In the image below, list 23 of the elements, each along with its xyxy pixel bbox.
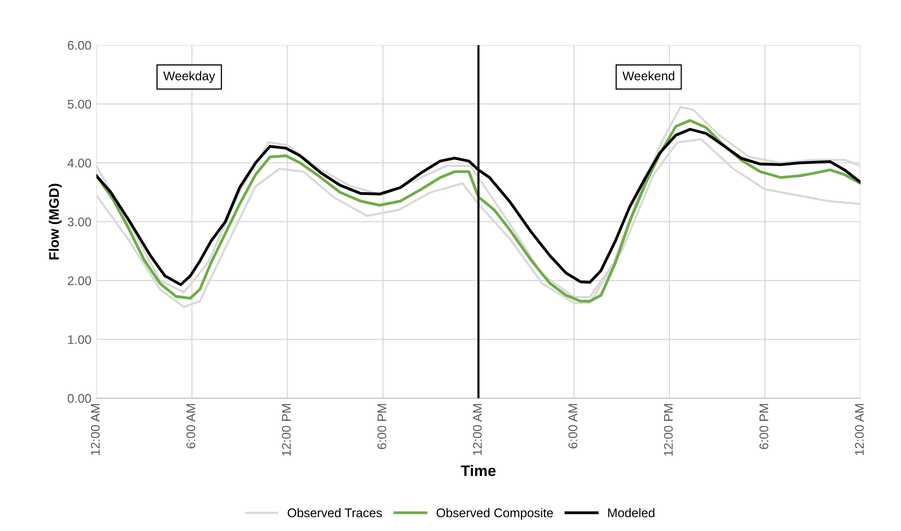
y-tick-label: 4.00 [68, 158, 92, 168]
legend-label: Observed Composite [436, 508, 553, 520]
x-tick-label: 12:00 PM [664, 404, 673, 456]
x-tick-label: 6:00 AM [186, 404, 196, 448]
legend-label: Observed Traces [288, 508, 382, 518]
x-tick-label: 6:00 AM [568, 404, 578, 448]
annotation: Weekend [622, 71, 674, 80]
x-tick-label: 6:00 PM [377, 404, 386, 450]
x-axis-title: Time [460, 464, 496, 476]
x-tick-label: 12:00 AM [854, 404, 864, 455]
x-tick-label: 6:00 PM [759, 404, 768, 450]
annotation: Weekday [163, 71, 216, 83]
y-tick-label: 2.00 [68, 276, 92, 286]
y-axis-title: Flow (MGD) [48, 184, 62, 260]
x-tick-label: 12:00 AM [472, 404, 482, 455]
y-tick-label: 5.00 [68, 100, 92, 109]
y-tick-label: 6.00 [68, 40, 92, 50]
x-tick-label: 12:00 AM [90, 404, 100, 455]
legend-label: Modeled [608, 508, 654, 518]
y-tick-label: 0.00 [68, 394, 92, 403]
y-tick-label: 1.00 [68, 335, 92, 344]
y-tick-label: 3.00 [68, 217, 92, 226]
x-tick-label: 12:00 PM [282, 404, 291, 456]
